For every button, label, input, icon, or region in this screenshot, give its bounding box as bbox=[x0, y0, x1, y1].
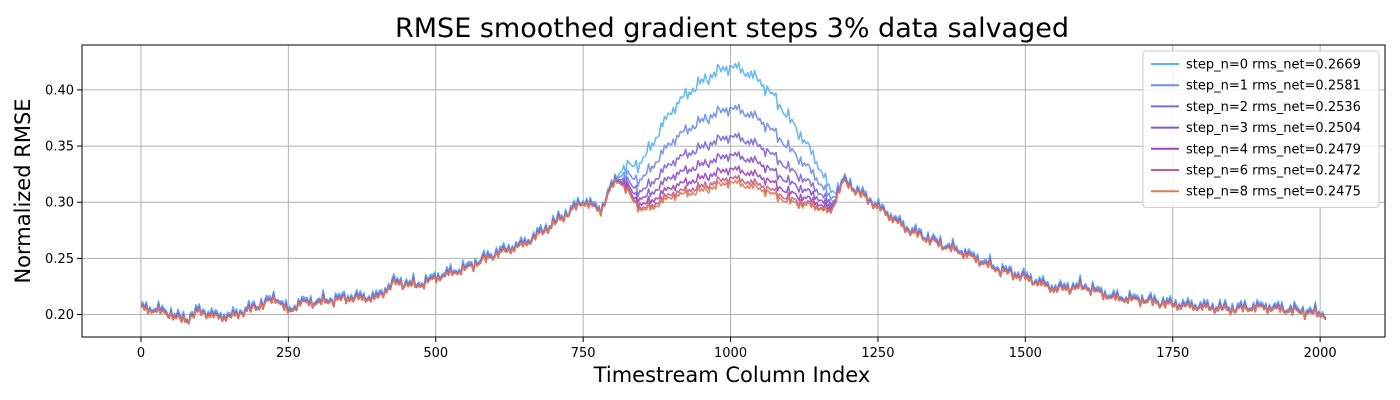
legend-box bbox=[1142, 50, 1380, 208]
series-line bbox=[140, 178, 1327, 325]
x-tick-label: 1500 bbox=[1009, 346, 1042, 361]
x-axis-label: Timestream Column Index bbox=[593, 363, 871, 387]
x-tick-label: 500 bbox=[423, 346, 448, 361]
y-tick-label: 0.20 bbox=[45, 308, 74, 323]
legend-entry: step_n=3 rms_net=0.2504 bbox=[1186, 121, 1361, 136]
legend-entry: step_n=8 rms_net=0.2475 bbox=[1186, 185, 1361, 200]
y-axis-label: Normalized RMSE bbox=[11, 98, 35, 283]
x-tick-label: 750 bbox=[571, 346, 596, 361]
legend: step_n=0 rms_net=0.2669 step_n=1 rms_net=… bbox=[1142, 50, 1380, 208]
axis-ticks: 0 250 500 750 1000 1250 1500 1750 2000 0.20 0.25 0.… bbox=[45, 83, 1337, 361]
x-tick-label: 1000 bbox=[714, 346, 747, 361]
y-tick-label: 0.25 bbox=[45, 252, 74, 267]
legend-entry: step_n=4 rms_net=0.2479 bbox=[1186, 142, 1361, 157]
x-tick-label: 250 bbox=[276, 346, 301, 361]
x-tick-label: 0 bbox=[137, 346, 145, 361]
legend-entry: step_n=6 rms_net=0.2472 bbox=[1186, 164, 1361, 179]
series-lines bbox=[140, 61, 1327, 325]
y-tick-label: 0.30 bbox=[45, 196, 74, 211]
chart-title: RMSE smoothed gradient steps 3% data sal… bbox=[395, 13, 1069, 44]
y-tick-label: 0.35 bbox=[45, 140, 74, 155]
x-tick-label: 1250 bbox=[861, 346, 894, 361]
x-tick-label: 1750 bbox=[1156, 346, 1189, 361]
x-tick-label: 2000 bbox=[1304, 346, 1337, 361]
plot-frame bbox=[81, 44, 1386, 338]
legend-entry: step_n=0 rms_net=0.2669 bbox=[1186, 58, 1361, 73]
y-tick-label: 0.40 bbox=[45, 83, 74, 98]
legend-entry: step_n=2 rms_net=0.2536 bbox=[1186, 100, 1361, 115]
legend-entry: step_n=1 rms_net=0.2581 bbox=[1186, 79, 1361, 94]
